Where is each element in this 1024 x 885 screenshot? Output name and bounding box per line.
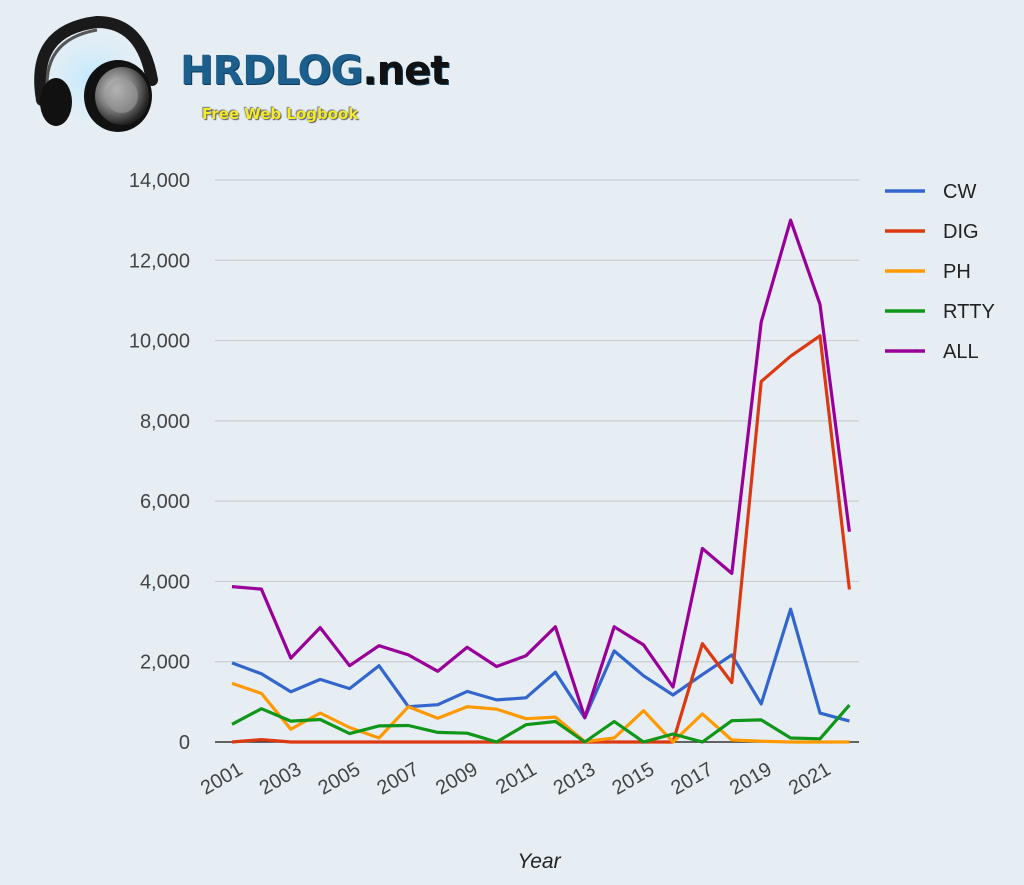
gridlines: [215, 179, 859, 743]
logo-brand: HRDLOG.net: [180, 48, 449, 94]
x-tick-label: 2001: [197, 758, 247, 799]
x-axis-ticks: 2001 2003 2005 2007 2009 2011 2013 2015 2017 2019…: [197, 758, 835, 799]
hrdlog-logo: HRDLOG.net Free Web Logbook: [22, 10, 449, 140]
x-tick-label: 2017: [667, 758, 717, 799]
x-tick-label: 2005: [315, 758, 365, 799]
legend-label: ALL: [943, 341, 979, 363]
y-tick-label: 2,000: [140, 652, 190, 674]
y-tick-label: 10,000: [129, 331, 190, 353]
x-tick-label: 2009: [432, 758, 482, 799]
series-lines: [231, 218, 851, 744]
legend-label: DIG: [943, 221, 979, 243]
x-tick-label: 2015: [609, 758, 659, 799]
headphones-icon: [24, 15, 164, 140]
series-line-ph: [231, 681, 850, 744]
y-tick-label: 0: [179, 732, 190, 754]
y-tick-label: 6,000: [140, 491, 190, 513]
x-tick-label: 2011: [492, 758, 540, 799]
y-tick-label: 14,000: [129, 170, 190, 192]
series-line-dig: [231, 334, 851, 744]
legend-label: RTTY: [943, 301, 995, 323]
legend: CW DIG PH RTTY ALL: [885, 181, 995, 363]
legend-item-ph: PH: [885, 261, 971, 283]
y-tick-label: 12,000: [129, 250, 190, 272]
x-tick-label: 2007: [373, 758, 423, 799]
y-axis-ticks: 0 2,000 4,000 6,000 8,000 10,000 12,000 14,000: [129, 170, 190, 754]
legend-label: CW: [943, 181, 976, 203]
legend-item-all: ALL: [885, 341, 979, 363]
series-line-all: [231, 218, 851, 720]
legend-item-cw: CW: [885, 181, 976, 203]
legend-item-dig: DIG: [885, 221, 979, 243]
x-tick-label: 2019: [726, 758, 776, 799]
x-tick-label: 2021: [785, 758, 835, 799]
y-tick-label: 8,000: [140, 411, 190, 433]
series-line-cw: [231, 607, 850, 723]
legend-label: PH: [943, 261, 971, 283]
series-line-rtty: [231, 704, 851, 744]
x-tick-label: 2003: [256, 758, 306, 799]
x-tick-label: 2013: [550, 758, 600, 799]
legend-item-rtty: RTTY: [885, 301, 995, 323]
x-axis-title: Year: [517, 850, 561, 873]
y-tick-label: 4,000: [140, 571, 190, 593]
logo-tagline: Free Web Logbook: [202, 105, 359, 123]
